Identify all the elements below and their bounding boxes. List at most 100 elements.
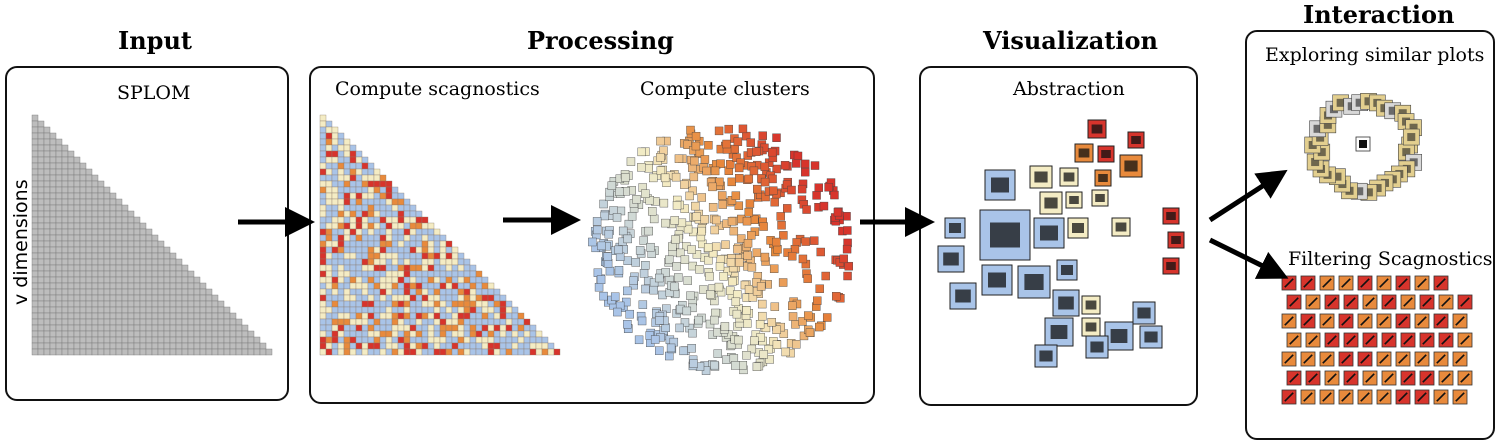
splom-cell (31, 252, 39, 260)
scagnostics-cell (427, 306, 435, 314)
splom-cell (139, 258, 147, 266)
cluster-point (704, 243, 713, 252)
scagnostics-cell (319, 234, 327, 242)
scagnostics-cell (433, 270, 441, 278)
splom-cell (157, 252, 165, 260)
splom-cell (49, 240, 57, 248)
splom-cell (253, 336, 261, 344)
scagnostics-cell (403, 228, 411, 236)
filtered-thumbnail (1305, 294, 1321, 310)
scagnostics-cell (427, 234, 435, 242)
scagnostics-cell (397, 234, 405, 242)
scagnostics-cell (331, 192, 339, 200)
splom-cell (49, 210, 57, 218)
cluster-point (604, 229, 614, 239)
cluster-point (801, 237, 810, 246)
splom-cell (85, 180, 93, 188)
scagnostics-cell (397, 252, 405, 260)
splom-cell (127, 228, 135, 236)
abstraction-thumbnail (1074, 143, 1094, 163)
scagnostics-cell (355, 258, 363, 266)
cluster-point (641, 284, 650, 294)
cluster-point (810, 161, 820, 170)
scagnostics-cell (475, 330, 483, 338)
cluster-point (711, 308, 720, 318)
scagnostics-cell (325, 342, 333, 350)
scagnostics-cell (325, 120, 333, 128)
abstraction-thumbnail (937, 245, 965, 273)
scagnostics-cell (331, 126, 339, 134)
cluster-point (688, 328, 697, 338)
scagnostics-cell (343, 258, 351, 266)
splom-cell (115, 234, 123, 242)
cluster-point (787, 185, 796, 195)
scagnostics-cell (409, 246, 417, 254)
splom-cell (217, 330, 225, 338)
scagnostics-cell (349, 336, 357, 344)
splom-cell (85, 228, 93, 236)
scagnostics-cell (379, 228, 387, 236)
splom-cell (139, 264, 147, 272)
scagnostics-cell (451, 336, 459, 344)
splom-cell (85, 252, 93, 260)
splom-cell (31, 162, 39, 170)
splom-cell (37, 168, 45, 176)
cluster-point (626, 157, 636, 166)
splom-cell (109, 258, 117, 266)
scagnostics-cell (469, 336, 477, 344)
splom-cell (145, 324, 153, 332)
splom-cell (55, 246, 63, 254)
splom-cell (61, 150, 69, 158)
splom-cell (97, 330, 105, 338)
scagnostics-cell (349, 180, 357, 188)
splom-cell (193, 312, 201, 320)
scagnostics-cell (391, 186, 399, 194)
scagnostics-cell (337, 216, 345, 224)
splom-cell (133, 228, 141, 236)
scagnostics-cell (391, 258, 399, 266)
scagnostics-cell (373, 240, 381, 248)
scagnostics-cell (325, 318, 333, 326)
scagnostics-cell (391, 330, 399, 338)
scagnostics-cell (331, 324, 339, 332)
cluster-point (782, 180, 792, 189)
splom-cell (55, 330, 63, 338)
splom-cell (43, 282, 51, 290)
splom-cell (211, 294, 219, 302)
splom-cell (73, 294, 81, 302)
splom-cell (67, 276, 75, 284)
filtered-thumbnail (1362, 332, 1378, 348)
scagnostics-cell (439, 324, 447, 332)
cluster-point (726, 258, 736, 267)
splom-cell (67, 312, 75, 320)
scagnostics-cell (385, 180, 393, 188)
scagnostics-cell (439, 282, 447, 290)
splom-cell (43, 348, 51, 356)
splom-cell (55, 264, 63, 272)
scagnostics-cell (325, 222, 333, 230)
splom-cell (55, 336, 63, 344)
scagnostics-cell (385, 306, 393, 314)
scagnostics-cell (403, 324, 411, 332)
scagnostics-cell (349, 306, 357, 314)
splom-cell (67, 228, 75, 236)
scagnostics-cell (331, 240, 339, 248)
scagnostics-cell (439, 300, 447, 308)
scagnostics-cell (385, 240, 393, 248)
splom-cell (79, 192, 87, 200)
cluster-point (694, 315, 703, 325)
splom-cell (133, 222, 141, 230)
scagnostics-cell (397, 222, 405, 230)
splom-cell (67, 258, 75, 266)
scagnostics-cell (505, 318, 513, 326)
splom-cell (37, 156, 45, 164)
scagnostics-cell (361, 324, 369, 332)
splom-cell (139, 318, 147, 326)
filtered-thumbnail (1381, 370, 1397, 386)
cluster-point (623, 286, 632, 296)
splom-cell (55, 204, 63, 212)
scagnostics-cell (343, 300, 351, 308)
scagnostics-cell (337, 150, 345, 158)
scagnostics-cell (415, 210, 423, 218)
scagnostics-cell (445, 306, 453, 314)
